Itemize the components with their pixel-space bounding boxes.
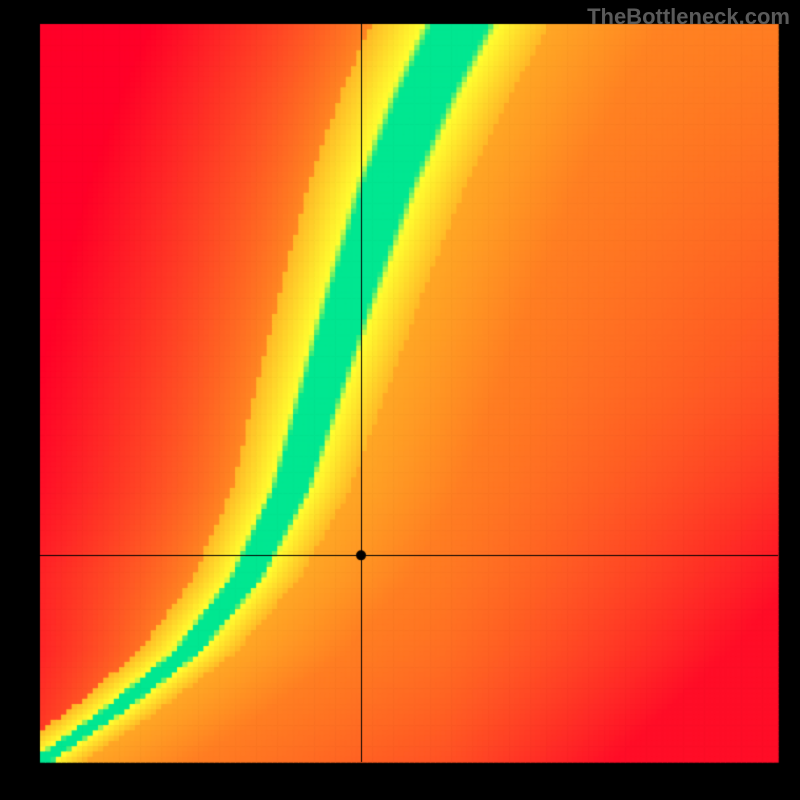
watermark-text: TheBottleneck.com <box>587 4 790 30</box>
chart-container: TheBottleneck.com <box>0 0 800 800</box>
heatmap-canvas <box>0 0 800 800</box>
